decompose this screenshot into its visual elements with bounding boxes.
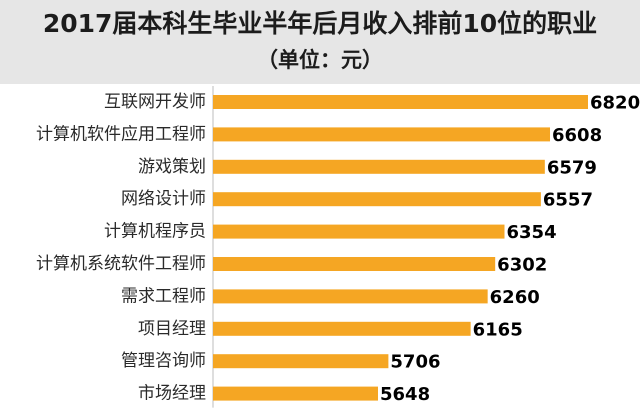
bar	[213, 321, 471, 336]
chart-title: 2017届本科生毕业半年后月收入排前10位的职业	[42, 9, 598, 38]
value-label: 6557	[543, 190, 593, 211]
bar	[213, 192, 541, 207]
category-label: 网络设计师	[121, 189, 206, 209]
bar-chart: 互联网开发师 6820 计算机软件应用工程师 6608 游戏策划 6579 网络设计师 655…	[36, 86, 640, 408]
bar	[213, 386, 378, 401]
value-label: 5648	[380, 384, 430, 405]
value-label: 6165	[473, 319, 523, 340]
value-label: 6608	[552, 125, 602, 146]
category-label: 管理咨询师	[121, 351, 206, 371]
category-label: 游戏策划	[138, 157, 206, 177]
bar	[213, 159, 545, 174]
bar	[213, 354, 389, 369]
category-label: 计算机系统软件工程师	[36, 254, 206, 274]
category-label: 计算机软件应用工程师	[36, 124, 206, 144]
value-label: 6820	[590, 93, 640, 114]
category-label: 计算机程序员	[104, 222, 206, 242]
bar	[213, 127, 551, 142]
bar	[213, 257, 496, 271]
bar	[213, 95, 588, 109]
value-label: 5706	[390, 352, 440, 373]
category-label: 市场经理	[138, 384, 206, 404]
bar	[213, 289, 488, 304]
bar	[213, 224, 505, 239]
value-label: 6579	[547, 157, 597, 178]
chart-subtitle: （单位：元）	[257, 48, 383, 72]
chart-header: 2017届本科生毕业半年后月收入排前10位的职业 （单位：元）	[0, 0, 640, 84]
value-label: 6302	[497, 255, 547, 276]
category-label: 需求工程师	[121, 286, 206, 306]
category-label: 互联网开发师	[104, 92, 206, 112]
category-label: 项目经理	[138, 319, 206, 339]
value-label: 6260	[490, 287, 540, 308]
value-label: 6354	[507, 222, 557, 243]
